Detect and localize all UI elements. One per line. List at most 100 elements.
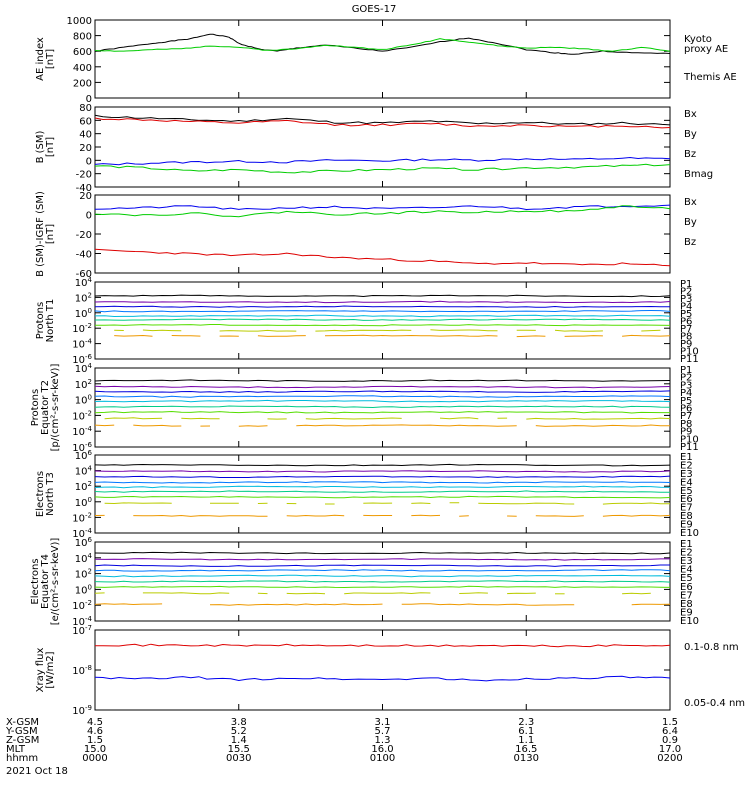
y-axis-label: [nT]	[45, 49, 56, 69]
series-line	[94, 585, 671, 589]
legend-label: P6	[680, 317, 692, 328]
legend-label: Bz	[684, 237, 696, 248]
legend-label: E10	[680, 616, 699, 627]
y-axis-label: North T1	[45, 299, 56, 343]
legend-label: P2	[680, 287, 692, 298]
y-tick-label: 102	[75, 568, 92, 581]
legend-label: P6	[680, 404, 692, 415]
series-line	[526, 417, 671, 420]
x-tick-value: 1.3	[375, 735, 391, 746]
legend-label: By	[684, 217, 697, 228]
series-line	[296, 424, 517, 427]
series-line	[439, 417, 479, 420]
series-line	[94, 114, 671, 126]
series-line	[344, 592, 431, 595]
y-tick-label: 10-4	[72, 425, 92, 438]
x-tick-value: 16.5	[515, 744, 537, 755]
series-line	[411, 502, 431, 504]
x-tick-value: 0200	[657, 753, 682, 764]
legend-label: P5	[680, 396, 692, 407]
legend-label: P7	[680, 411, 692, 422]
x-tick-value: 16.0	[371, 744, 393, 755]
plot-title: GOES-17	[352, 4, 397, 15]
series-line	[478, 502, 575, 505]
legend-label: By	[684, 129, 697, 140]
series-line	[94, 574, 671, 578]
x-tick-value: 4.6	[87, 726, 103, 737]
panel-8: 10-7 10-8 10-9 Xray flux [W/m2] 0.1-0.8 nm 0.0…	[35, 624, 745, 717]
series-line	[94, 385, 671, 389]
series-line	[554, 329, 603, 332]
y-tick-label: 60	[79, 116, 92, 127]
series-line	[94, 580, 671, 583]
series-line	[602, 502, 671, 505]
y-tick-label: 10-8	[72, 664, 92, 677]
series-line	[94, 410, 670, 414]
x-tick-value: 15.5	[228, 744, 250, 755]
series-line	[622, 334, 671, 337]
y-tick-label: 104	[75, 552, 93, 565]
series-line	[133, 514, 268, 517]
y-tick-label: 10-4	[72, 615, 92, 628]
legend-label: E5	[680, 486, 693, 497]
y-tick-label: -60	[76, 269, 92, 280]
series-line	[114, 334, 153, 337]
series-line	[94, 314, 671, 318]
legend-label: 0.05-0.4 nm	[684, 698, 745, 709]
y-axis-label: Electrons	[30, 558, 41, 604]
series-line	[94, 318, 671, 321]
legend-label: P4	[680, 388, 692, 399]
legend-label: E6	[680, 494, 693, 505]
y-tick-label: 20	[79, 191, 92, 202]
x-tick-value: 1.4	[231, 735, 247, 746]
y-tick-label: 200	[73, 78, 92, 89]
series-line	[94, 463, 671, 467]
series-line	[94, 399, 671, 403]
legend-label: E9	[680, 607, 693, 618]
series-line	[507, 592, 536, 595]
legend-label: E8	[680, 599, 693, 610]
y-axis-label: [e/(cm²-s-sr-keV)]	[50, 538, 61, 626]
y-tick-label: 10-4	[72, 338, 92, 351]
y-axis-label: Equator T2	[40, 380, 51, 435]
y-tick-label: 102	[75, 291, 92, 304]
legend-label: E1	[680, 539, 693, 550]
legend-label: E1	[680, 452, 693, 463]
series-line	[171, 335, 201, 337]
y-tick-label: 10-2	[72, 322, 92, 335]
y-tick-label: 10-9	[72, 704, 92, 717]
x-tick-value: 1.5	[87, 735, 103, 746]
y-tick-label: -40	[76, 250, 92, 261]
y-tick-label: 100	[75, 307, 92, 320]
legend-label: E4	[680, 565, 693, 576]
series-line	[94, 485, 671, 489]
legend-label: Kyoto	[684, 34, 712, 45]
legend-label: proxy AE	[684, 44, 728, 55]
series-line	[459, 515, 469, 517]
series-line	[516, 335, 546, 338]
panel-frame	[94, 629, 671, 711]
panel-frame	[94, 454, 671, 534]
y-tick-label: 800	[73, 32, 92, 43]
series-line	[94, 300, 671, 304]
x-axis-row-label: hhmm	[6, 753, 38, 764]
panel-4: 104 102 100 10-2 10-4 10-6 Protons North T1 P1P2…	[35, 276, 699, 366]
y-tick-label: 10-2	[72, 599, 92, 612]
series-line	[94, 424, 115, 427]
y-axis-label: AE index	[35, 37, 46, 81]
legend-label: P11	[680, 442, 699, 453]
series-line	[94, 390, 671, 393]
series-line	[94, 475, 671, 478]
panel-frame	[94, 19, 671, 99]
series-line	[94, 324, 671, 327]
legend-label: E3	[680, 469, 693, 480]
x-tick-value: 1.1	[518, 735, 534, 746]
y-axis-label: [W/m2]	[45, 651, 56, 688]
legend-label: E3	[680, 556, 693, 567]
series-line	[286, 592, 326, 595]
legend-label: P2	[680, 373, 692, 384]
series-line	[104, 417, 163, 420]
x-tick-value: 0.9	[662, 735, 678, 746]
legend-label: E5	[680, 573, 693, 584]
